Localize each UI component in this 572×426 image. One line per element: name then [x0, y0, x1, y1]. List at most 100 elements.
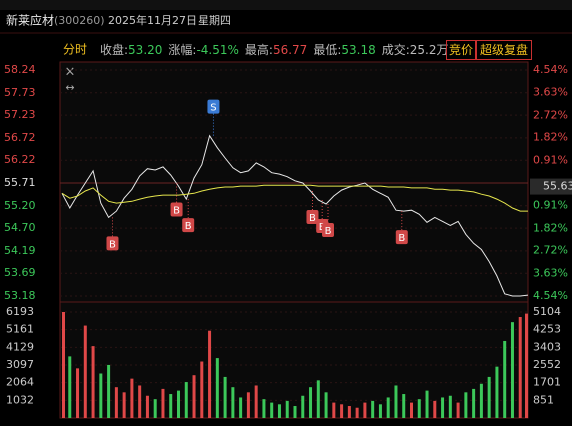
volume-bar: [510, 322, 514, 418]
volume-bar: [161, 388, 165, 418]
stat-value: 56.77: [272, 43, 308, 57]
volume-bar: [316, 380, 320, 418]
volume-bar: [200, 361, 204, 418]
trade-marker-label: B: [109, 239, 116, 250]
price-line: [61, 184, 528, 212]
stat-value: 25.2万: [409, 43, 449, 57]
vol-tick-label: 3097: [6, 358, 34, 371]
volume-bar: [122, 392, 126, 418]
vol-y2-tick-label: 3403: [533, 340, 561, 353]
close-icon[interactable]: ×: [65, 65, 76, 80]
volume-bar: [525, 313, 528, 418]
stat: 成交:25.2万: [382, 41, 449, 58]
y-tick-label: 56.72: [4, 131, 36, 144]
volume-bar: [324, 392, 328, 418]
stat-value: -4.51%: [196, 43, 239, 57]
volume-bar: [464, 392, 468, 418]
volume-bar: [355, 407, 359, 418]
stat-label: 最高:: [244, 43, 273, 57]
volume-bar: [417, 399, 421, 418]
stat-label: 成交:: [381, 43, 410, 57]
button[interactable]: 超级复盘: [476, 40, 532, 60]
volume-bar: [130, 378, 134, 418]
volume-bar: [448, 395, 452, 418]
volume-bar: [456, 402, 460, 418]
vol-tick-label: 5161: [6, 323, 34, 336]
trade-marker: [322, 222, 335, 237]
y-tick-label: 55.71: [4, 176, 36, 189]
y-tick-label: 53.18: [4, 289, 36, 302]
volume-bar: [177, 390, 180, 418]
volume-bar: [262, 399, 266, 418]
vol-tick-label: 6193: [6, 305, 34, 318]
volume-bar: [371, 400, 375, 418]
price-line: [61, 134, 529, 297]
vol-y2-tick-label: 2552: [533, 358, 561, 371]
volume-bar: [293, 406, 297, 418]
volume-bar: [153, 399, 157, 418]
y2-tick-label: 3.63%: [533, 86, 568, 99]
volume-bar: [433, 400, 437, 418]
trade-marker-label: B: [309, 213, 316, 224]
expand-icon[interactable]: ↔: [65, 81, 74, 94]
y2-tick-label: 2.72%: [533, 244, 568, 257]
volume-bar: [62, 312, 65, 418]
volume-bar: [410, 402, 413, 418]
volume-bar: [347, 406, 351, 418]
trade-marker-label: B: [185, 221, 192, 232]
volume-bar: [223, 376, 227, 418]
y2-tick-label: 0.91%: [533, 153, 568, 166]
volume-bar: [246, 392, 250, 418]
y-tick-label: 58.24: [4, 63, 36, 76]
volume-bar: [340, 404, 344, 418]
volume-bar: [394, 385, 398, 418]
trade-marker-label: S: [210, 103, 216, 114]
vol-tick-label: 4129: [6, 340, 34, 353]
y2-tick-label: 4.54%: [533, 289, 568, 302]
trade-marker: [182, 218, 195, 233]
top-strip: [0, 0, 572, 10]
trade-marker-label: B: [173, 205, 180, 216]
volume-bar: [145, 395, 149, 418]
vol-y2-tick-label: 4253: [533, 323, 561, 336]
y2-tick-label: 1.82%: [533, 131, 568, 144]
button[interactable]: 竞价: [446, 40, 476, 60]
y2-tick-label: 0.91%: [533, 199, 568, 212]
volume-bar: [215, 358, 219, 418]
trade-marker: [170, 202, 183, 217]
stats-row: 收盘:53.20 涨幅:-4.51% 最高:56.77 最低:53.18 成交:25.2…: [100, 41, 449, 58]
volume-bar: [107, 364, 111, 418]
vol-y2-tick-label: 5104: [533, 305, 561, 318]
y2-tick-label: 4.54%: [533, 63, 568, 76]
stat-value: 53.20: [128, 43, 163, 57]
volume-bar: [208, 330, 212, 418]
stat: 最低:53.18: [313, 41, 375, 58]
volume-bar: [309, 387, 313, 418]
volume-bar: [472, 388, 476, 418]
stock-code: (300260): [54, 14, 105, 27]
date: 2025年11月27日: [108, 13, 197, 27]
volume-bar: [254, 385, 258, 418]
volume-bar: [479, 383, 483, 418]
volume-bar: [285, 400, 289, 418]
vol-y2-tick-label: 851: [533, 393, 554, 406]
trade-marker: [395, 230, 408, 245]
y2-tick-label: 3.63%: [533, 266, 568, 279]
trade-marker: [106, 236, 119, 251]
volume-bar: [76, 368, 80, 418]
y-tick-label: 57.73: [4, 86, 36, 99]
stat-label: 收盘:: [100, 43, 129, 57]
volume-bar: [503, 340, 507, 418]
tab[interactable]: 分时: [63, 43, 87, 57]
volume-bar: [495, 366, 499, 418]
y-tick-label: 57.23: [4, 108, 36, 121]
volume-bar: [425, 390, 429, 418]
weekday: 星期四: [198, 14, 231, 27]
volume-bar: [363, 402, 367, 418]
trade-marker-label: B: [325, 226, 332, 237]
volume-bar: [99, 373, 103, 418]
vol-tick-label: 2064: [6, 376, 34, 389]
trade-marker: [306, 210, 319, 225]
